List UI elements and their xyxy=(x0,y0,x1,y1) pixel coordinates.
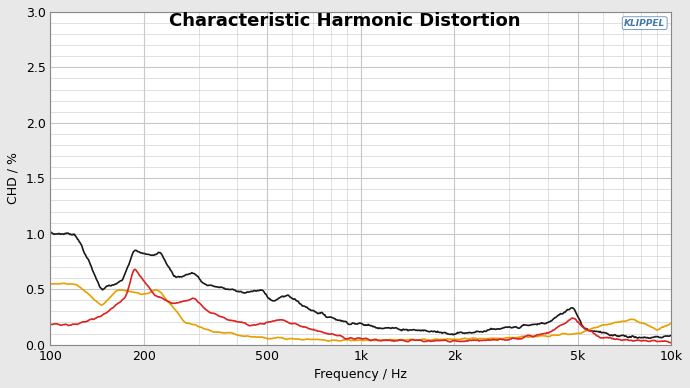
* 2nd Harmonic xyxy=(324,339,333,343)
* 3rd Harmonic xyxy=(443,338,451,343)
Y-axis label: CHD / %: CHD / % xyxy=(7,152,20,204)
* 2nd Harmonic xyxy=(408,338,417,342)
* 2nd Harmonic xyxy=(582,328,591,333)
THD xyxy=(581,327,589,331)
* 3rd Harmonic xyxy=(408,337,416,342)
THD xyxy=(423,329,431,334)
Text: KLIPPEL: KLIPPEL xyxy=(624,19,665,28)
* 2nd Harmonic xyxy=(444,337,452,341)
* 3rd Harmonic xyxy=(582,326,590,331)
* 2nd Harmonic xyxy=(59,281,67,286)
* 2nd Harmonic xyxy=(519,334,527,338)
THD xyxy=(667,333,676,338)
* 3rd Harmonic xyxy=(131,267,139,272)
THD xyxy=(647,336,655,341)
* 2nd Harmonic xyxy=(85,293,93,297)
* 3rd Harmonic xyxy=(46,322,55,327)
THD xyxy=(518,324,526,329)
* 3rd Harmonic xyxy=(667,340,675,345)
Line: * 2nd Harmonic: * 2nd Harmonic xyxy=(50,283,671,341)
THD xyxy=(46,230,55,234)
Line: THD: THD xyxy=(50,232,671,338)
Text: Characteristic Harmonic Distortion: Characteristic Harmonic Distortion xyxy=(169,12,521,29)
* 3rd Harmonic xyxy=(84,318,92,323)
* 2nd Harmonic xyxy=(46,282,55,286)
* 3rd Harmonic xyxy=(667,340,676,345)
THD xyxy=(407,327,415,332)
X-axis label: Frequency / Hz: Frequency / Hz xyxy=(315,368,407,381)
* 3rd Harmonic xyxy=(518,336,526,341)
Line: * 3rd Harmonic: * 3rd Harmonic xyxy=(50,269,671,343)
THD xyxy=(84,257,92,262)
* 2nd Harmonic xyxy=(425,338,433,343)
THD xyxy=(442,331,450,336)
* 3rd Harmonic xyxy=(424,338,433,343)
* 2nd Harmonic xyxy=(667,320,676,325)
